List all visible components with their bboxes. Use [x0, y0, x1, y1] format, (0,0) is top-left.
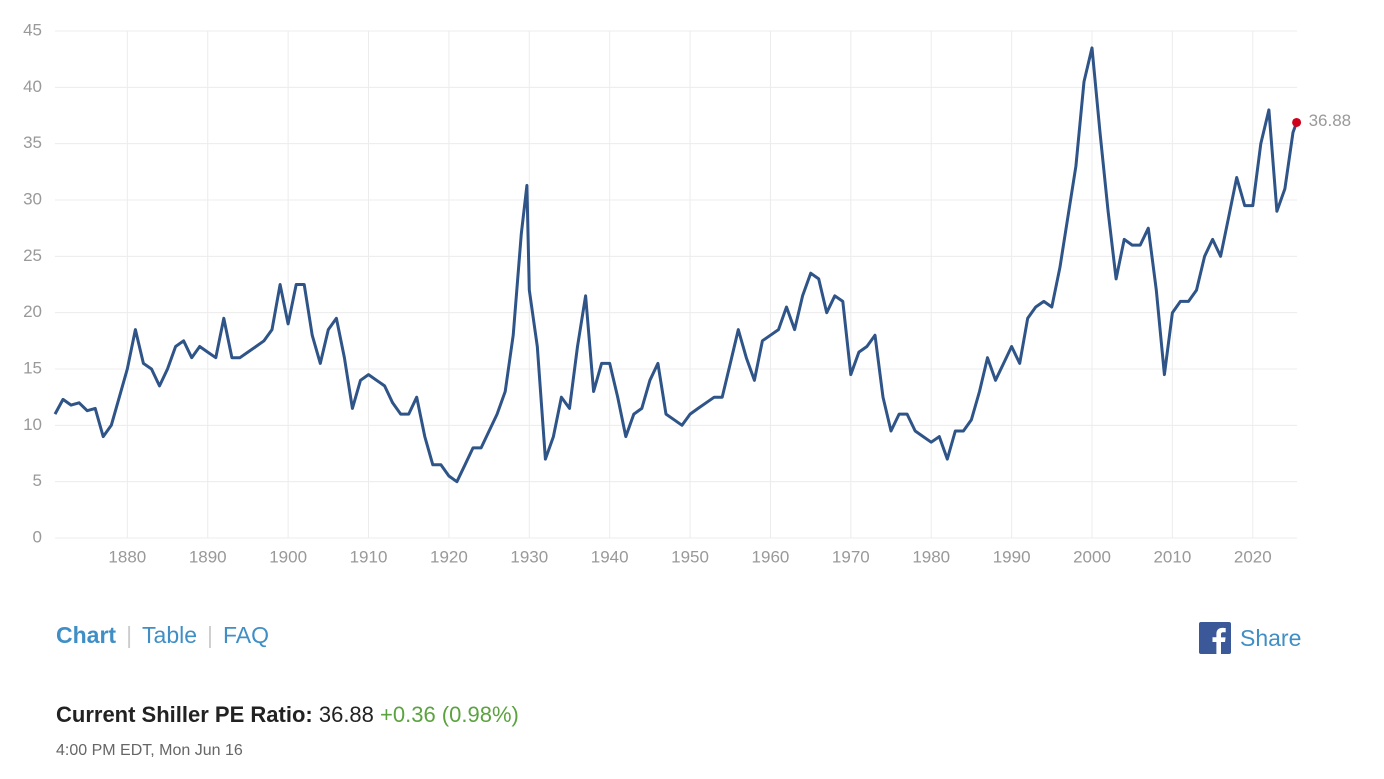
x-tick-label: 1930 [510, 547, 548, 566]
sep: | [126, 622, 133, 648]
timestamp: 4:00 PM EDT, Mon Jun 16 [56, 742, 243, 759]
current-label: Current Shiller PE Ratio: [56, 702, 313, 727]
current-number: 36.88 [318, 702, 374, 727]
line [53, 46, 1299, 484]
tab[interactable]: Table [142, 622, 198, 648]
share-button[interactable]: Share [1199, 622, 1301, 654]
x-tick-label: 1900 [269, 547, 307, 566]
x-tick-label: 1890 [189, 547, 227, 566]
share-label[interactable]: Share [1240, 624, 1302, 651]
y-tick-label: 40 [23, 77, 42, 96]
tabs: Chart | Table | FAQ [56, 622, 269, 649]
y-tick-label: 10 [23, 415, 42, 434]
x-tick-label: 2000 [1073, 547, 1111, 566]
y-tick-label: 35 [23, 133, 42, 152]
y-tick-label: 30 [23, 189, 42, 208]
x-tick-label: 1990 [993, 547, 1031, 566]
x-tick-label: 2010 [1153, 547, 1191, 566]
x-tick-label: 1940 [591, 547, 629, 566]
y-tick-label: 5 [33, 471, 42, 490]
x-tick-label: 1950 [671, 547, 709, 566]
facebook-icon [1199, 622, 1231, 654]
x-tick-label: 1910 [350, 547, 388, 566]
x-tick-label: 1880 [108, 547, 146, 566]
y-tick-label: 25 [23, 246, 42, 265]
chart: 0 5 10 15 20 25 30 35 40 45 1880 1890 1900 1910 1920 19… [23, 20, 1352, 566]
tab[interactable]: FAQ [223, 622, 270, 648]
value-label: 36.88 [1309, 111, 1352, 130]
sep: | [207, 622, 214, 648]
x-tick-label: 1970 [832, 547, 870, 566]
y-tick-label: 20 [23, 302, 42, 321]
y-tick-label: 0 [33, 527, 42, 546]
x-tick-label: 1960 [752, 547, 790, 566]
x-tick-label: 2020 [1234, 547, 1272, 566]
last-point [1292, 117, 1302, 127]
current-change: +0.36 (0.98%) [380, 702, 519, 727]
current-value: Current Shiller PE Ratio: 36.88 +0.36 (0… [56, 702, 519, 728]
x-tick-label: 1920 [430, 547, 468, 566]
tab[interactable]: Chart [56, 622, 117, 648]
x-tick-label: 1980 [912, 547, 950, 566]
y-tick-label: 45 [23, 20, 42, 39]
y-tick-label: 15 [23, 358, 42, 377]
